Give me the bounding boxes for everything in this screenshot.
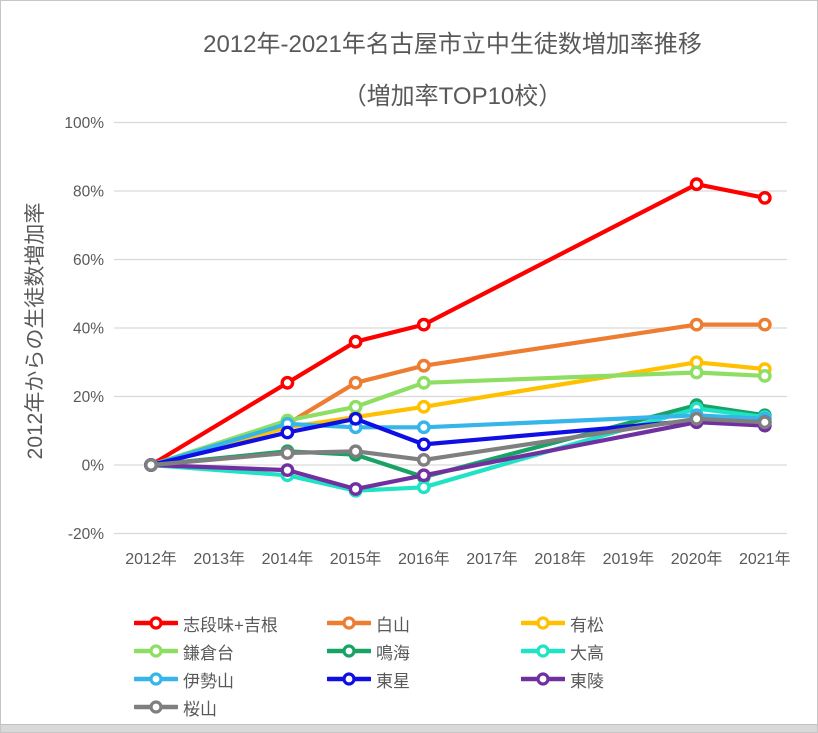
legend-swatch-icon xyxy=(521,616,565,630)
data-point-marker xyxy=(280,446,295,460)
x-tick-label: 2020年 xyxy=(671,550,723,568)
legend-swatch-icon xyxy=(521,644,565,658)
y-tick-label: 100% xyxy=(64,115,104,132)
data-point-marker xyxy=(689,317,704,332)
data-point-marker xyxy=(416,452,431,467)
series-line-9 xyxy=(148,416,767,468)
data-point-marker xyxy=(348,411,363,426)
legend-swatch-icon xyxy=(134,644,178,658)
data-point-marker xyxy=(416,375,431,390)
chart-title-block: 2012年-2021年名古屋市立中生徒数増加率推移 （増加率TOP10校） xyxy=(114,31,791,111)
data-point-marker xyxy=(689,365,704,380)
x-tick-label: 2014年 xyxy=(262,550,314,568)
legend-label: 鳴海 xyxy=(376,643,410,663)
data-point-marker xyxy=(280,463,295,477)
legend-item-5[interactable]: 大高 xyxy=(521,639,771,664)
legend-label: 伊勢山 xyxy=(183,671,234,691)
x-tick-label: 2018年 xyxy=(534,550,586,568)
data-point-marker xyxy=(689,177,704,192)
data-point-marker xyxy=(348,482,363,496)
window-bottom-edge xyxy=(1,724,817,732)
data-point-marker xyxy=(757,368,772,383)
legend-label: 有松 xyxy=(570,615,604,635)
x-tick-label: 2021年 xyxy=(739,550,791,568)
legend-item-1[interactable]: 白山 xyxy=(327,611,521,636)
legend-label: 志段味+吉根 xyxy=(183,615,278,635)
legend-item-7[interactable]: 東星 xyxy=(327,667,521,692)
legend-swatch-icon xyxy=(134,672,178,686)
data-point-marker xyxy=(416,480,431,495)
legend-label: 東陵 xyxy=(570,671,604,691)
data-point-marker xyxy=(280,425,295,440)
data-point-marker xyxy=(689,411,704,426)
legend-label: 鎌倉台 xyxy=(183,643,234,663)
legend-item-9[interactable]: 桜山 xyxy=(134,695,327,720)
legend-swatch-icon xyxy=(521,672,565,686)
legend-swatch-icon xyxy=(327,644,371,658)
y-tick-label: -20% xyxy=(68,526,104,543)
data-point-marker xyxy=(416,437,431,452)
series-line-3 xyxy=(148,370,767,468)
data-point-marker xyxy=(348,444,363,459)
data-point-marker xyxy=(416,399,431,414)
legend-item-4[interactable]: 鳴海 xyxy=(327,639,521,664)
data-point-marker xyxy=(757,190,772,205)
data-point-marker xyxy=(144,458,158,472)
y-tick-label: 60% xyxy=(73,252,104,269)
chart-title: 2012年-2021年名古屋市立中生徒数増加率推移 xyxy=(203,31,702,58)
legend-label: 東星 xyxy=(376,671,410,691)
legend-label: 桜山 xyxy=(183,699,217,719)
data-point-marker xyxy=(416,420,431,435)
x-tick-label: 2019年 xyxy=(603,550,655,568)
y-tick-label: 20% xyxy=(73,389,104,406)
y-tick-label: 0% xyxy=(82,458,105,475)
x-tick-label: 2012年 xyxy=(125,550,177,568)
x-tick-label: 2015年 xyxy=(330,550,382,568)
chart-subtitle: （増加率TOP10校） xyxy=(342,83,563,111)
x-tick-label: 2017年 xyxy=(466,550,518,568)
data-point-marker xyxy=(416,468,431,483)
legend-swatch-icon xyxy=(134,616,178,630)
data-point-marker xyxy=(348,399,363,414)
data-point-marker xyxy=(757,415,772,430)
series-line-8 xyxy=(148,420,767,492)
legend-item-6[interactable]: 伊勢山 xyxy=(134,667,327,692)
y-tick-label: 40% xyxy=(73,321,104,338)
series-line-5 xyxy=(148,406,767,493)
data-point-marker xyxy=(348,375,363,390)
series-line-0 xyxy=(148,182,767,468)
x-tick-label: 2013年 xyxy=(193,550,245,568)
legend-item-8[interactable]: 東陵 xyxy=(521,667,771,692)
legend-label: 大高 xyxy=(570,643,604,663)
legend-swatch-icon xyxy=(134,700,178,714)
series-line-2 xyxy=(148,360,767,468)
data-point-marker xyxy=(280,375,295,390)
legend-item-0[interactable]: 志段味+吉根 xyxy=(134,611,327,636)
legend-swatch-icon xyxy=(327,672,371,686)
legend-item-3[interactable]: 鎌倉台 xyxy=(134,639,327,664)
y-tick-label: 80% xyxy=(73,184,104,201)
data-point-marker xyxy=(348,334,363,349)
data-point-marker xyxy=(416,358,431,373)
x-tick-label: 2016年 xyxy=(398,550,450,568)
legend-label: 白山 xyxy=(376,615,410,635)
series-line-6 xyxy=(148,413,767,468)
legend-item-2[interactable]: 有松 xyxy=(521,611,771,636)
legend-swatch-icon xyxy=(327,616,371,630)
data-point-marker xyxy=(757,317,772,332)
chart-legend: 志段味+吉根 白山 有松鎌倉台 鳴海 大高伊勢山 東星 東陵桜山 xyxy=(134,609,771,721)
data-point-marker xyxy=(416,317,431,332)
